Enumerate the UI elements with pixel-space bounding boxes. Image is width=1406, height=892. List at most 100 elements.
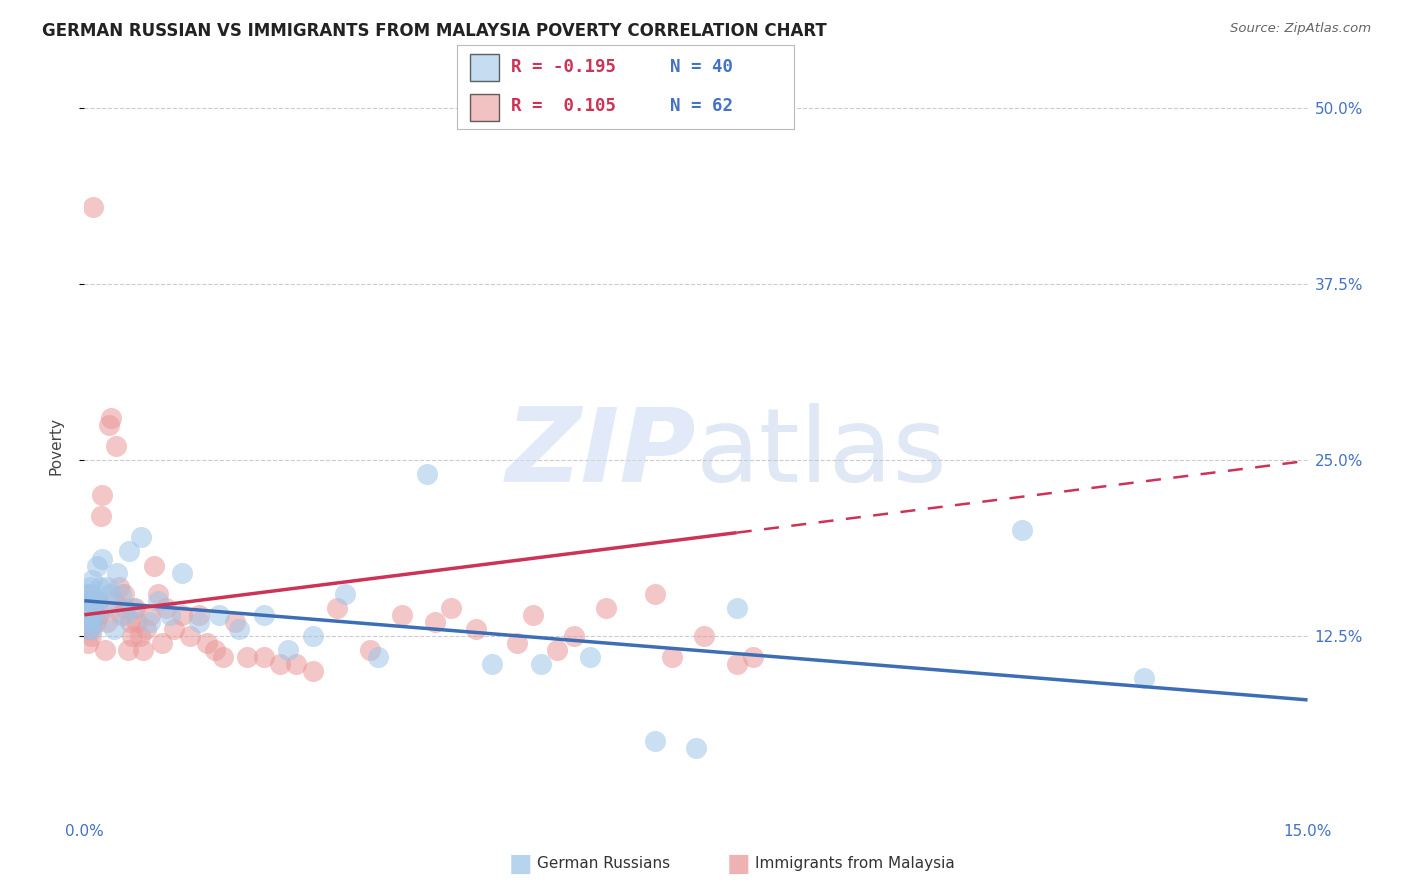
Y-axis label: Poverty: Poverty <box>49 417 63 475</box>
Point <box>105 439 128 453</box>
Point <box>644 587 666 601</box>
Text: Immigrants from Malaysia: Immigrants from Malaysia <box>755 856 955 871</box>
Text: N = 40: N = 40 <box>669 59 733 77</box>
Point <box>84 615 107 629</box>
Point <box>530 657 553 671</box>
Point <box>93 643 117 657</box>
Point <box>107 580 129 594</box>
Point <box>142 558 165 573</box>
Point <box>97 417 120 432</box>
Point <box>236 650 259 665</box>
Point <box>118 615 141 629</box>
Text: N = 62: N = 62 <box>669 97 733 115</box>
Point <box>644 734 666 748</box>
Point <box>224 615 246 629</box>
Point <box>159 607 181 622</box>
Point <box>93 600 117 615</box>
Text: R = -0.195: R = -0.195 <box>510 59 616 77</box>
Point <box>285 657 308 671</box>
Point <box>693 629 716 643</box>
Point <box>204 643 226 657</box>
Point <box>481 657 503 671</box>
Point <box>103 622 125 636</box>
Point <box>579 650 602 665</box>
Text: Source: ZipAtlas.com: Source: ZipAtlas.com <box>1230 22 1371 36</box>
Point <box>301 629 323 643</box>
Point <box>124 600 146 615</box>
Point <box>77 622 100 636</box>
Point <box>423 615 446 629</box>
Point <box>277 643 299 657</box>
Point <box>138 607 160 622</box>
Point <box>91 551 114 566</box>
Point <box>187 607 209 622</box>
Point <box>76 600 98 615</box>
Point <box>96 615 118 629</box>
Point <box>172 607 194 622</box>
Point <box>725 600 748 615</box>
Text: R =  0.105: R = 0.105 <box>510 97 616 115</box>
Point <box>76 607 98 622</box>
Point <box>80 622 103 636</box>
Point <box>114 607 136 622</box>
Point <box>100 410 122 425</box>
Point <box>195 636 218 650</box>
Point <box>146 587 169 601</box>
Point <box>150 636 173 650</box>
Point <box>179 629 201 643</box>
Point <box>79 600 101 615</box>
Point <box>212 650 235 665</box>
Text: ■: ■ <box>509 852 531 875</box>
Point <box>155 600 177 615</box>
Text: ZIP: ZIP <box>505 403 696 504</box>
Point <box>117 643 139 657</box>
Point <box>253 607 276 622</box>
Point <box>82 607 104 622</box>
Point <box>367 650 389 665</box>
Point <box>172 566 194 580</box>
Point <box>80 615 103 629</box>
Point <box>77 587 100 601</box>
Point <box>440 600 463 615</box>
Point <box>335 587 357 601</box>
Point <box>326 600 349 615</box>
Point <box>562 629 585 643</box>
Point <box>118 544 141 558</box>
Point <box>163 622 186 636</box>
Point <box>76 615 98 629</box>
Point <box>1133 671 1156 685</box>
Point <box>76 636 98 650</box>
Point <box>595 600 617 615</box>
Point <box>77 615 100 629</box>
Point <box>77 622 100 636</box>
Point <box>100 587 122 601</box>
Point <box>80 573 103 587</box>
Point <box>86 558 108 573</box>
Point <box>464 622 486 636</box>
Point <box>96 580 118 594</box>
Point <box>685 741 707 756</box>
Point <box>82 600 104 615</box>
FancyBboxPatch shape <box>471 54 499 81</box>
Point <box>522 607 544 622</box>
Point <box>110 587 132 601</box>
Point <box>87 593 110 607</box>
Point <box>76 600 98 615</box>
Point <box>79 580 101 594</box>
Point <box>79 607 101 622</box>
Point <box>112 587 135 601</box>
Point <box>77 587 100 601</box>
Point <box>77 622 100 636</box>
Point <box>253 650 276 665</box>
Point <box>80 587 103 601</box>
Text: GERMAN RUSSIAN VS IMMIGRANTS FROM MALAYSIA POVERTY CORRELATION CHART: GERMAN RUSSIAN VS IMMIGRANTS FROM MALAYS… <box>42 22 827 40</box>
Point <box>546 643 568 657</box>
Point <box>187 615 209 629</box>
Point <box>83 607 105 622</box>
Point <box>82 200 104 214</box>
Point <box>77 593 100 607</box>
Point <box>661 650 683 665</box>
Point <box>301 664 323 678</box>
Point <box>80 629 103 643</box>
Point <box>359 643 381 657</box>
